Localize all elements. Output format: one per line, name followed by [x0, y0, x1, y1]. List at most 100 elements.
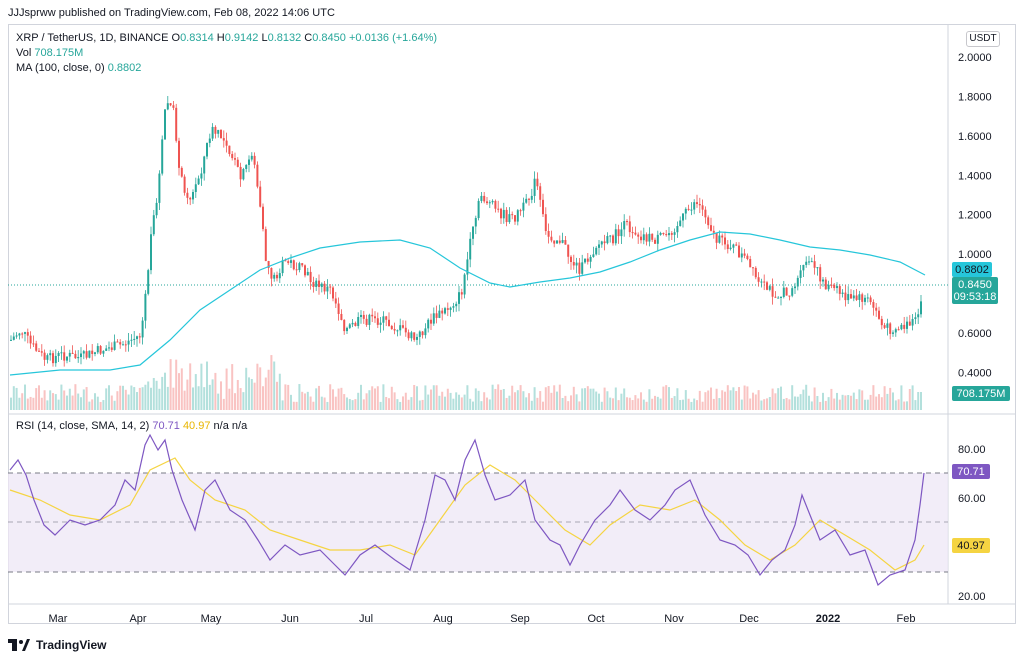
- candle-body: [880, 318, 883, 326]
- candle-body: [105, 348, 108, 351]
- volume-bar: [612, 398, 614, 410]
- currency-unit-button[interactable]: USDT: [966, 31, 1000, 47]
- volume-bar: [634, 395, 637, 410]
- tradingview-logo-icon: [8, 639, 30, 651]
- volume-bar: [404, 392, 407, 410]
- candle-body: [256, 164, 259, 187]
- volume-bar: [570, 395, 572, 410]
- candle-body: [735, 244, 738, 246]
- candle-body: [749, 259, 752, 268]
- volume-bar: [161, 376, 164, 410]
- volume-bar: [673, 396, 676, 410]
- candle-body: [124, 344, 127, 346]
- volume-bar: [858, 389, 861, 410]
- candle-body: [530, 195, 533, 200]
- volume-bar: [458, 394, 460, 410]
- candle-body: [376, 318, 379, 325]
- volume-bar: [626, 397, 628, 410]
- volume-bar: [284, 384, 287, 410]
- candle-body: [830, 284, 833, 286]
- candle-body: [651, 233, 654, 240]
- volume-bar: [564, 395, 567, 410]
- candle-body: [259, 186, 262, 207]
- candle-body: [595, 247, 598, 255]
- volume-bar: [245, 367, 248, 410]
- candle-body: [404, 327, 407, 333]
- time-tick-label: Sep: [510, 613, 530, 625]
- price-axis[interactable]: 2.0000 1.8000 1.6000 1.4000 1.2000 1.0000 0.60…: [958, 52, 992, 379]
- symbol-name[interactable]: XRP / TetherUS, 1D, BINANCE: [16, 32, 169, 44]
- volume-bar: [850, 395, 852, 410]
- low-label: L: [261, 32, 268, 44]
- candle-body: [197, 178, 200, 185]
- candle-body: [68, 352, 71, 357]
- volume-bar: [581, 388, 584, 410]
- candle-body: [169, 103, 172, 106]
- candle-body: [402, 325, 404, 328]
- ma-legend: MA (100, close, 0) 0.8802: [16, 62, 141, 74]
- volume-bar: [712, 398, 715, 410]
- volume-bar: [861, 390, 864, 410]
- candle-body: [620, 229, 623, 237]
- volume-bar: [329, 384, 332, 410]
- candle-body: [122, 344, 124, 346]
- volume-bar: [659, 398, 662, 410]
- candle-body: [298, 263, 301, 271]
- volume-bar: [94, 393, 96, 410]
- volume-bar: [721, 390, 724, 410]
- volume-bar: [452, 398, 455, 410]
- volume-bar: [304, 393, 306, 410]
- candle-body: [757, 277, 760, 282]
- volume-bar: [332, 389, 334, 410]
- volume-bar: [138, 387, 141, 410]
- volume-bar: [124, 389, 127, 410]
- volume-label[interactable]: Vol: [16, 47, 32, 59]
- candle-body: [312, 282, 315, 287]
- candle-body: [192, 192, 194, 200]
- volume-bar: [572, 386, 575, 410]
- candle-body: [550, 236, 553, 241]
- volume-bar: [886, 393, 889, 410]
- candle-body: [138, 336, 141, 338]
- candle-body: [502, 209, 505, 219]
- candle-body: [217, 129, 220, 134]
- volume-bar: [600, 401, 603, 410]
- volume-bar: [752, 392, 754, 410]
- volume-bar: [256, 363, 259, 410]
- volume-bar: [105, 388, 108, 410]
- ma-label[interactable]: MA (100, close, 0): [16, 62, 105, 74]
- volume-bar: [754, 394, 757, 410]
- candle-body: [914, 317, 917, 320]
- candle-body: [220, 129, 222, 139]
- volume-bar: [77, 393, 80, 410]
- volume-bar: [808, 395, 810, 410]
- time-axis[interactable]: Mar Apr May Jun Jul Aug Sep Oct Nov Dec 2022 Feb: [49, 613, 916, 625]
- candle-body: [292, 260, 295, 270]
- candle-body: [911, 319, 914, 326]
- volume-bar: [844, 395, 847, 410]
- rsi-na-1: n/a: [213, 420, 229, 432]
- volume-bar: [536, 397, 539, 410]
- candle-body: [49, 353, 52, 356]
- candle-body: [743, 253, 746, 256]
- rsi-axis[interactable]: 80.00 60.00 20.00: [958, 444, 986, 603]
- volume-bar: [830, 388, 833, 410]
- volume-bar: [418, 400, 421, 410]
- volume-bar: [715, 388, 718, 410]
- candle-body: [752, 267, 754, 269]
- volume-bar: [127, 394, 130, 410]
- volume-bar: [500, 389, 502, 410]
- candle-body: [824, 279, 827, 290]
- candle-body: [497, 208, 500, 210]
- volume-bar: [556, 391, 558, 410]
- candle-body: [726, 244, 729, 250]
- candle-body: [357, 317, 360, 326]
- candle-body: [794, 286, 796, 289]
- candle-body: [609, 235, 612, 237]
- volume-bars: [10, 355, 922, 410]
- price-tick-label: 1.8000: [958, 91, 992, 103]
- rsi-label[interactable]: RSI (14, close, SMA, 14, 2): [16, 420, 150, 432]
- volume-bar: [455, 392, 458, 410]
- volume-bar: [29, 396, 32, 410]
